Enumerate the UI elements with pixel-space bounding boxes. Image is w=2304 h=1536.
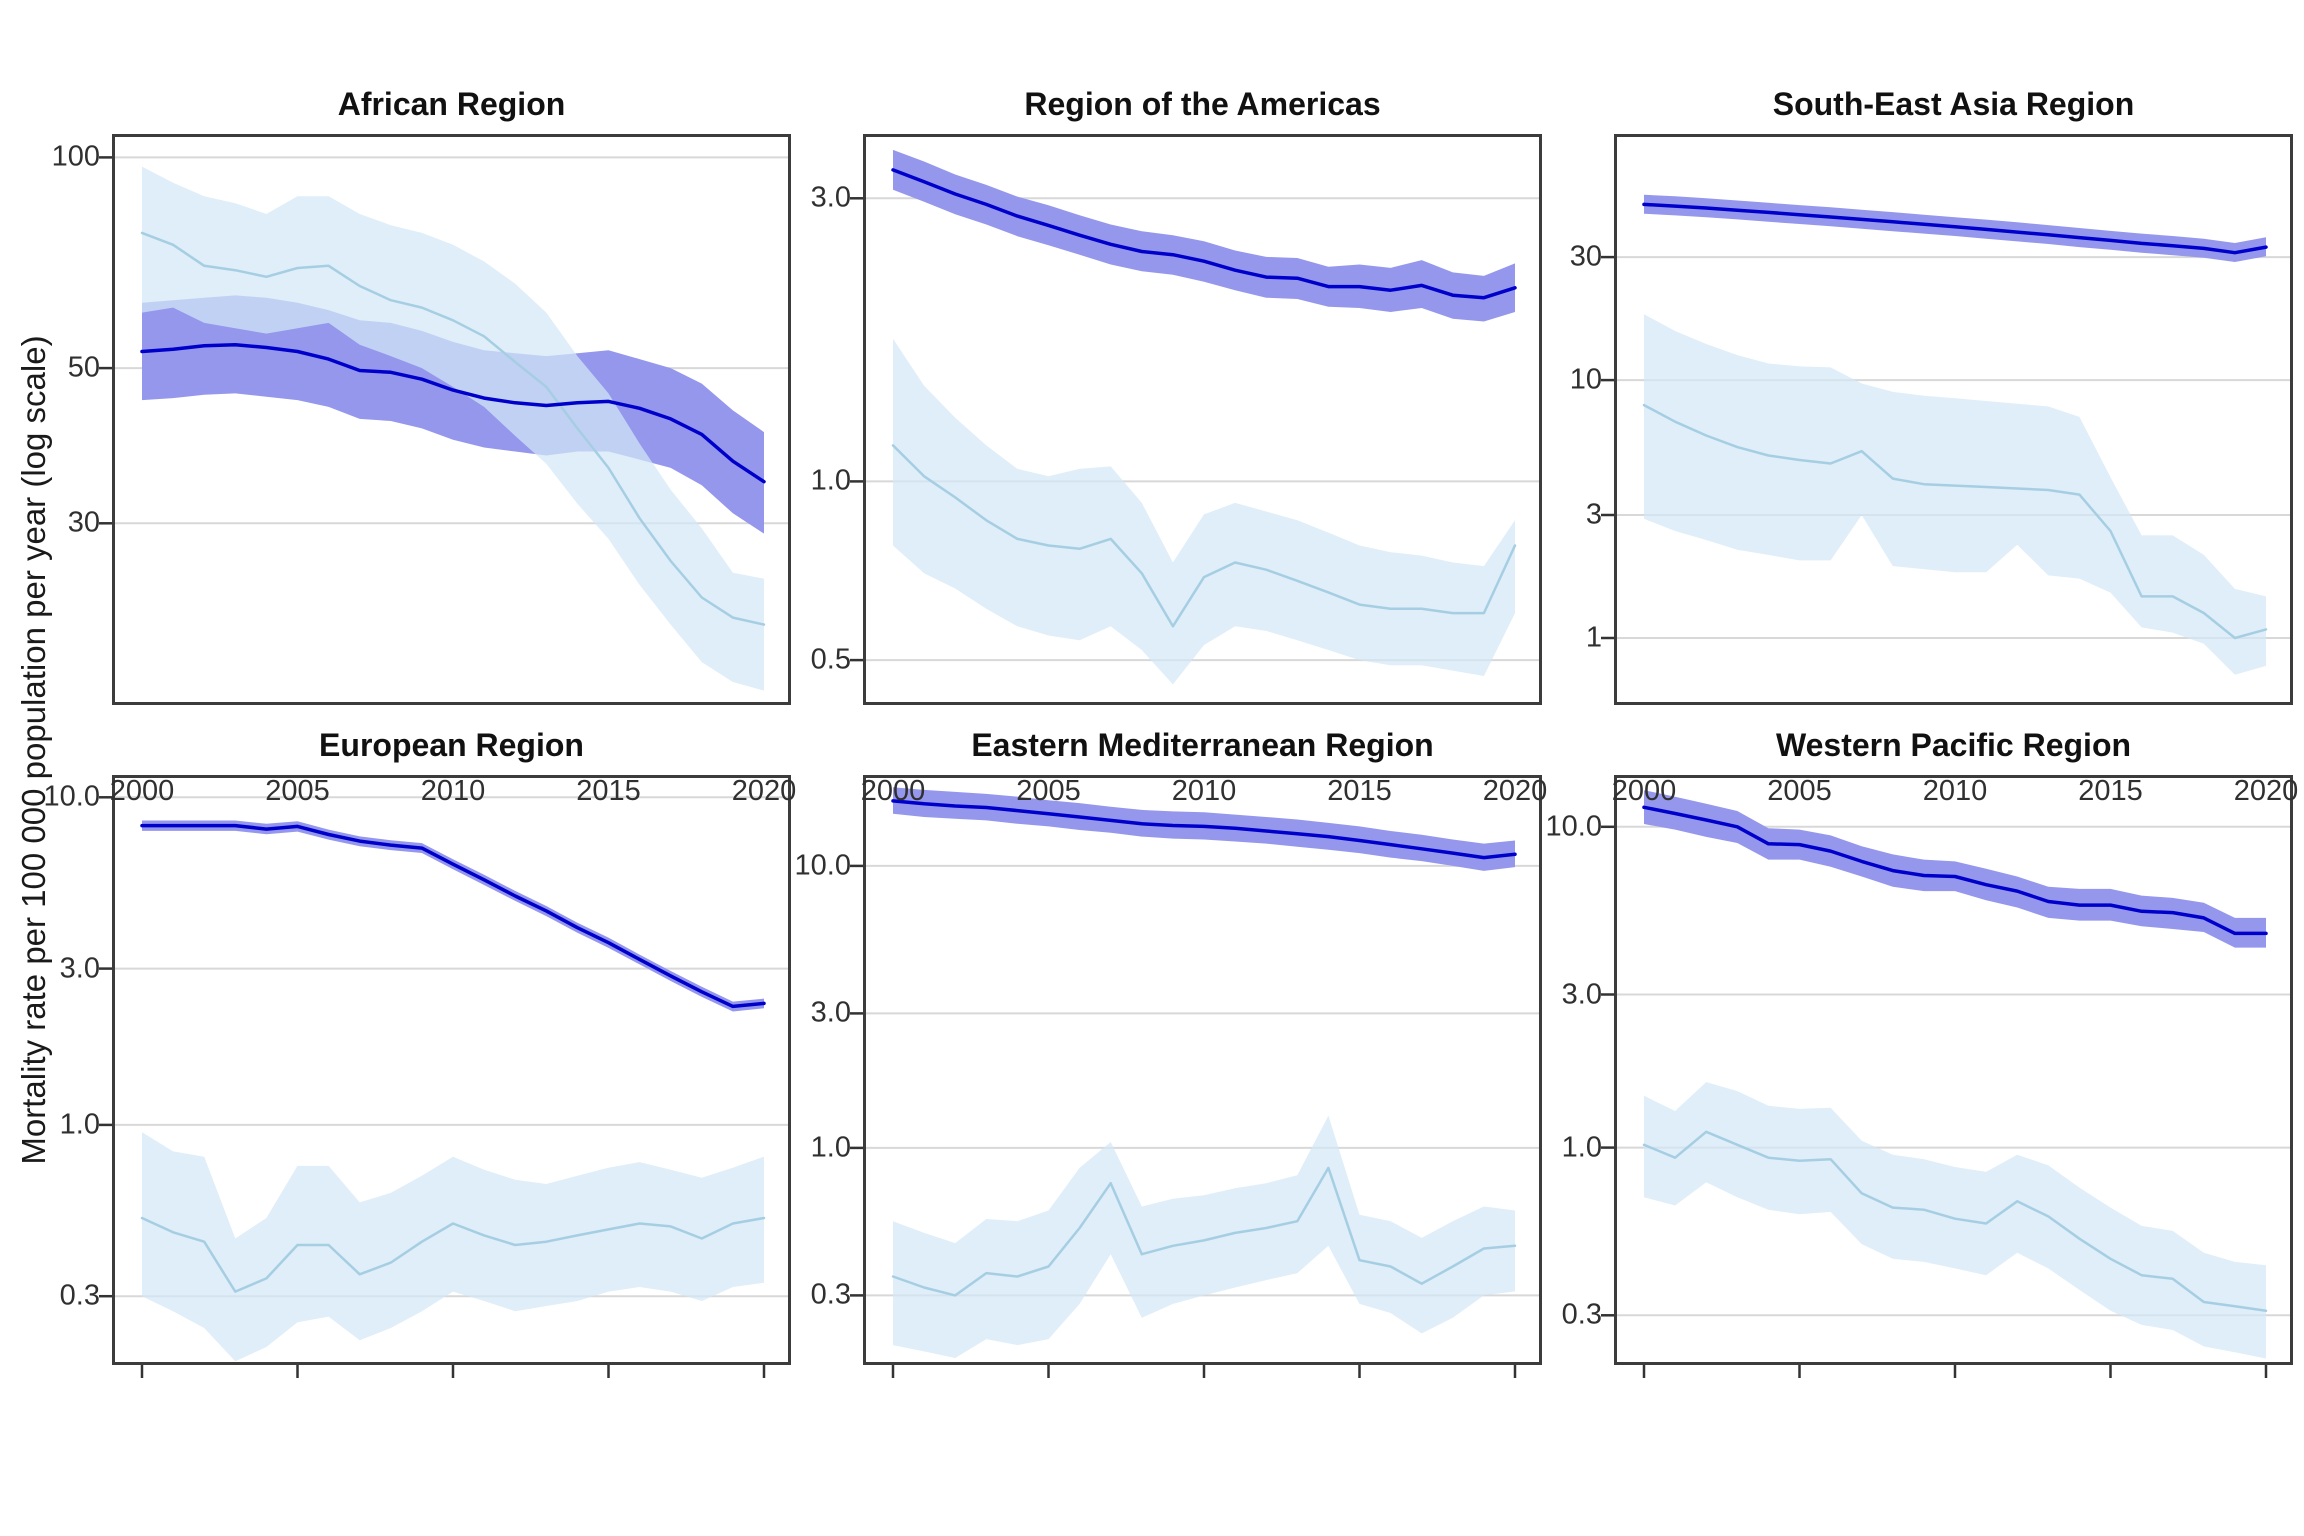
- panel-african-region: African Region 100 50 30: [52, 84, 791, 705]
- y-tick-label: 30: [1569, 240, 1602, 273]
- plot-area: [850, 775, 1542, 1378]
- x-tick-label: 2000: [109, 775, 175, 807]
- y-tick-label: 10.0: [1545, 810, 1602, 843]
- y-tick-label: 0.3: [810, 1278, 851, 1311]
- plot-area: [99, 134, 791, 705]
- plot-container: 10.0 3.0 1.0 0.3 2000 2005 2010 2015 2020: [795, 775, 1547, 1378]
- plot-container: 100 50 30: [52, 134, 791, 705]
- y-tick-label: 3.0: [1561, 978, 1602, 1010]
- y-tick-label: 30: [67, 506, 100, 539]
- y-tick-label: 1.0: [1561, 1131, 1602, 1164]
- x-tick-label: 2020: [1482, 775, 1548, 807]
- x-tick-label: 2005: [1016, 775, 1081, 807]
- x-tick-label: 2015: [1327, 775, 1392, 807]
- y-tick-label: 1: [1585, 621, 1602, 654]
- plot-container: 10.0 3.0 1.0 0.3 2000 2005 2010 2015 2020: [44, 775, 796, 1378]
- x-tick-label: 2020: [731, 775, 797, 807]
- panel-south-east-asia-region: South-East Asia Region 30 10 3 1: [1570, 84, 2293, 705]
- y-tick-label: 1.0: [59, 1108, 100, 1141]
- x-tick-label: 2020: [2233, 775, 2299, 807]
- plot-area: [1601, 134, 2293, 705]
- plot-area: [99, 775, 791, 1378]
- y-tick-label: 0.3: [59, 1279, 100, 1312]
- x-tick-label: 2010: [1171, 775, 1237, 807]
- panel-eastern-mediterranean-region: Eastern Mediterranean Region 10.0 3.0 1.0 0…: [795, 725, 1547, 1378]
- panel-title: Western Pacific Region: [1775, 727, 2132, 763]
- panel-title: Eastern Mediterranean Region: [971, 727, 1434, 763]
- y-tick-label: 10.0: [43, 780, 100, 813]
- y-tick-label: 50: [67, 351, 100, 384]
- x-tick-label: 2015: [576, 775, 641, 807]
- y-tick-label: 10.0: [794, 849, 851, 882]
- x-tick-label: 2005: [1767, 775, 1832, 807]
- panel-title: African Region: [337, 86, 566, 122]
- x-tick-label: 2010: [420, 775, 486, 807]
- y-tick-label: 1.0: [810, 1131, 851, 1164]
- plot-area: [850, 134, 1542, 705]
- panel-title: Region of the Americas: [1024, 86, 1381, 122]
- y-tick-label: 0.5: [810, 643, 851, 676]
- panel-western-pacific-region: Western Pacific Region 10.0 3.0 1.0 0.3 200…: [1546, 725, 2298, 1378]
- plot-container: 3.0 1.0 0.5: [811, 134, 1542, 705]
- y-tick-label: 3.0: [810, 181, 851, 214]
- y-tick-label: 1.0: [810, 464, 851, 497]
- panel-european-region: European Region 10.0 3.0 1.0 0.3 2000 2005 20…: [44, 725, 796, 1378]
- x-tick-label: 2000: [860, 775, 926, 807]
- panel-region-of-the-americas: Region of the Americas 3.0 1.0 0.5: [811, 84, 1542, 705]
- y-tick-label: 3.0: [59, 952, 100, 985]
- x-tick-label: 2010: [1922, 775, 1988, 807]
- x-tick-label: 2015: [2078, 775, 2143, 807]
- plot-container: 10.0 3.0 1.0 0.3 2000 2005 2010 2015 2020: [1546, 775, 2298, 1378]
- y-tick-label: 3: [1585, 498, 1602, 531]
- y-tick-label: 3.0: [810, 996, 851, 1029]
- y-axis-title: Mortality rate per 100 000 population pe…: [15, 335, 52, 1165]
- y-tick-label: 10: [1569, 363, 1602, 396]
- y-tick-label: 100: [51, 140, 100, 173]
- x-tick-label: 2000: [1611, 775, 1677, 807]
- plot-container: 30 10 3 1: [1570, 134, 2293, 705]
- x-tick-label: 2005: [265, 775, 330, 807]
- y-tick-label: 0.3: [1561, 1298, 1602, 1331]
- panel-title: European Region: [319, 727, 584, 763]
- panel-title: South-East Asia Region: [1772, 86, 2135, 122]
- plot-area: [1601, 775, 2293, 1378]
